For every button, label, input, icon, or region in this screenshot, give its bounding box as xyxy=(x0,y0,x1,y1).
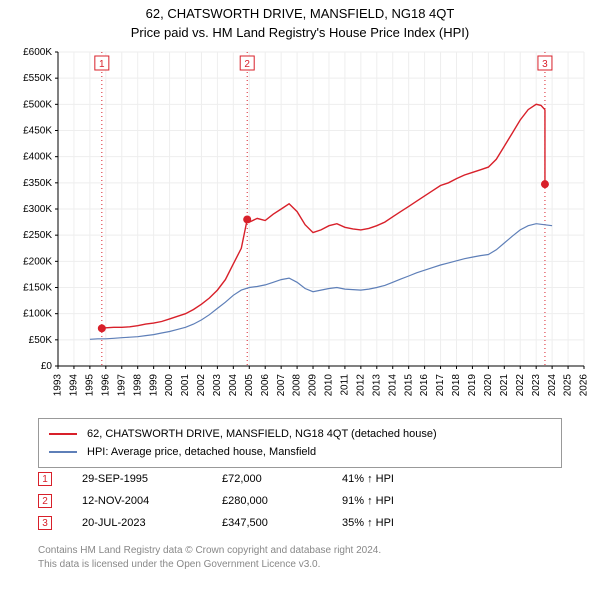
svg-text:1996: 1996 xyxy=(100,374,111,397)
svg-text:1998: 1998 xyxy=(132,374,143,397)
event-marker-3: 3 xyxy=(38,516,52,530)
event-marker-1: 1 xyxy=(38,472,52,486)
svg-text:£350K: £350K xyxy=(23,178,52,189)
svg-text:£250K: £250K xyxy=(23,230,52,241)
svg-text:2006: 2006 xyxy=(260,374,271,397)
svg-text:3: 3 xyxy=(542,59,548,70)
event-date-3: 20-JUL-2023 xyxy=(82,517,222,529)
event-hpi-2: 91% ↑ HPI xyxy=(342,495,462,507)
svg-text:2003: 2003 xyxy=(212,374,223,397)
svg-text:£300K: £300K xyxy=(23,204,52,215)
event-row-2: 2 12-NOV-2004 £280,000 91% ↑ HPI xyxy=(38,490,562,512)
svg-text:2007: 2007 xyxy=(276,374,287,397)
svg-text:2025: 2025 xyxy=(563,374,574,397)
svg-text:2017: 2017 xyxy=(435,374,446,397)
svg-text:1997: 1997 xyxy=(116,374,127,397)
page-container: 62, CHATSWORTH DRIVE, MANSFIELD, NG18 4Q… xyxy=(0,0,600,590)
legend-swatch-property xyxy=(49,433,77,435)
event-row-3: 3 20-JUL-2023 £347,500 35% ↑ HPI xyxy=(38,512,562,534)
event-date-2: 12-NOV-2004 xyxy=(82,495,222,507)
svg-text:2021: 2021 xyxy=(499,374,510,397)
svg-text:£600K: £600K xyxy=(23,47,52,58)
legend-swatch-hpi xyxy=(49,451,77,453)
legend-row-hpi: HPI: Average price, detached house, Mans… xyxy=(49,443,551,461)
svg-text:2015: 2015 xyxy=(403,374,414,397)
svg-text:2011: 2011 xyxy=(340,374,351,396)
svg-text:2014: 2014 xyxy=(387,374,398,397)
svg-text:2000: 2000 xyxy=(164,374,175,397)
chart-svg: £0 £50K £100K £150K £200K £250K £300K £350K £400… xyxy=(8,46,592,410)
svg-text:2018: 2018 xyxy=(451,374,462,397)
legend-label-hpi: HPI: Average price, detached house, Mans… xyxy=(87,446,316,458)
svg-text:£50K: £50K xyxy=(29,335,53,346)
svg-text:1999: 1999 xyxy=(148,374,159,397)
event-price-3: £347,500 xyxy=(222,517,342,529)
svg-text:1995: 1995 xyxy=(85,374,96,397)
svg-text:2012: 2012 xyxy=(355,374,366,397)
chart-titles: 62, CHATSWORTH DRIVE, MANSFIELD, NG18 4Q… xyxy=(0,0,600,40)
svg-text:1994: 1994 xyxy=(69,374,80,397)
svg-text:2: 2 xyxy=(244,59,250,70)
event-hpi-3: 35% ↑ HPI xyxy=(342,517,462,529)
svg-text:2001: 2001 xyxy=(180,374,191,397)
svg-text:2024: 2024 xyxy=(547,374,558,397)
svg-text:2020: 2020 xyxy=(483,374,494,397)
svg-text:1: 1 xyxy=(99,59,105,70)
chart-area: £0 £50K £100K £150K £200K £250K £300K £350K £400… xyxy=(8,46,592,410)
event-price-2: £280,000 xyxy=(222,495,342,507)
svg-text:2023: 2023 xyxy=(531,374,542,397)
svg-text:2013: 2013 xyxy=(371,374,382,397)
chart-subtitle: Price paid vs. HM Land Registry's House … xyxy=(0,25,600,40)
svg-text:£200K: £200K xyxy=(23,256,52,267)
svg-text:£0: £0 xyxy=(41,361,53,372)
event-row-1: 1 29-SEP-1995 £72,000 41% ↑ HPI xyxy=(38,468,562,490)
event-hpi-1: 41% ↑ HPI xyxy=(342,473,462,485)
svg-text:2026: 2026 xyxy=(579,374,590,397)
svg-text:£500K: £500K xyxy=(23,99,52,110)
footer-line-2: This data is licensed under the Open Gov… xyxy=(38,558,562,572)
svg-text:2010: 2010 xyxy=(324,374,335,397)
svg-text:£400K: £400K xyxy=(23,152,52,163)
legend-label-property: 62, CHATSWORTH DRIVE, MANSFIELD, NG18 4Q… xyxy=(87,428,437,440)
svg-text:2004: 2004 xyxy=(228,374,239,397)
footer-attribution: Contains HM Land Registry data © Crown c… xyxy=(38,544,562,571)
event-price-1: £72,000 xyxy=(222,473,342,485)
event-marker-2: 2 xyxy=(38,494,52,508)
svg-text:2002: 2002 xyxy=(196,374,207,397)
chart-title: 62, CHATSWORTH DRIVE, MANSFIELD, NG18 4Q… xyxy=(0,6,600,21)
footer-line-1: Contains HM Land Registry data © Crown c… xyxy=(38,544,562,558)
svg-text:£100K: £100K xyxy=(23,309,52,320)
svg-text:2009: 2009 xyxy=(308,374,319,397)
svg-text:£450K: £450K xyxy=(23,126,52,137)
legend-box: 62, CHATSWORTH DRIVE, MANSFIELD, NG18 4Q… xyxy=(38,418,562,468)
svg-text:1993: 1993 xyxy=(53,374,64,397)
event-date-1: 29-SEP-1995 xyxy=(82,473,222,485)
svg-text:2005: 2005 xyxy=(244,374,255,397)
events-table: 1 29-SEP-1995 £72,000 41% ↑ HPI 2 12-NOV… xyxy=(38,468,562,534)
svg-text:2022: 2022 xyxy=(515,374,526,397)
svg-text:2016: 2016 xyxy=(419,374,430,397)
svg-text:2008: 2008 xyxy=(292,374,303,397)
svg-text:£150K: £150K xyxy=(23,283,52,294)
legend-row-property: 62, CHATSWORTH DRIVE, MANSFIELD, NG18 4Q… xyxy=(49,425,551,443)
svg-text:£550K: £550K xyxy=(23,73,52,84)
svg-text:2019: 2019 xyxy=(467,374,478,397)
